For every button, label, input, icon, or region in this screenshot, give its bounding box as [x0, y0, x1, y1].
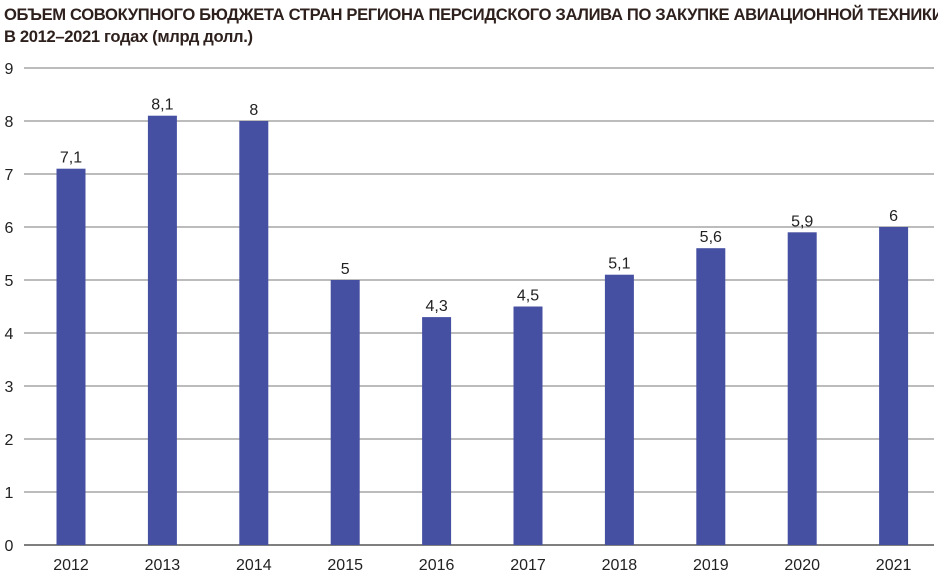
- data-label-2016: 4,3: [425, 298, 447, 315]
- y-axis-ticks: 0 1 2 3 4 5 6 7 8 9: [5, 61, 14, 555]
- x-tick-label: 2018: [602, 557, 638, 574]
- bar-2017: [513, 306, 543, 545]
- data-label-2012: 7,1: [60, 150, 82, 167]
- bar-2016: [422, 317, 452, 545]
- y-tick-label: 4: [5, 326, 14, 343]
- x-tick-label: 2020: [784, 557, 820, 574]
- y-tick-label: 3: [5, 379, 14, 396]
- x-tick-label: 2015: [327, 557, 363, 574]
- bar-2015: [330, 280, 360, 545]
- y-tick-label: 2: [5, 432, 14, 449]
- data-label-2020: 5,9: [791, 213, 813, 230]
- bar-2013: [147, 115, 177, 545]
- x-tick-label: 2021: [876, 557, 912, 574]
- data-label-2017: 4,5: [517, 288, 539, 305]
- bar-2020: [787, 232, 817, 546]
- x-tick-label: 2019: [693, 557, 729, 574]
- x-axis-ticks: 2012 2013 2014 2015 2016 2017 2018 2019 2020 2021: [53, 557, 911, 574]
- data-label-2018: 5,1: [608, 256, 630, 273]
- x-tick-label: 2017: [510, 557, 546, 574]
- bars: [56, 115, 909, 546]
- x-tick-label: 2013: [145, 557, 181, 574]
- data-label-2019: 5,6: [700, 229, 722, 246]
- x-tick-label: 2012: [53, 557, 89, 574]
- y-tick-label: 1: [5, 485, 14, 502]
- data-label-2015: 5: [341, 261, 350, 278]
- y-tick-label: 7: [5, 167, 14, 184]
- data-labels: 7,1 8,1 8 5 4,3 4,5 5,1 5,6 5,9 6: [60, 97, 898, 315]
- y-tick-label: 0: [5, 538, 14, 555]
- x-tick-label: 2014: [236, 557, 272, 574]
- chart-subtitle: В 2012–2021 годах (млрд долл.): [4, 27, 253, 46]
- data-label-2021: 6: [889, 208, 898, 225]
- bar-2018: [604, 274, 634, 545]
- bar-2012: [56, 168, 86, 545]
- x-tick-label: 2016: [419, 557, 455, 574]
- data-label-2014: 8: [249, 102, 258, 119]
- chart-title: ОБЪЕМ СОВОКУПНОГО БЮДЖЕТА СТРАН РЕГИОНА …: [4, 5, 938, 24]
- y-tick-label: 8: [5, 114, 14, 131]
- data-label-2013: 8,1: [151, 97, 173, 114]
- bar-2019: [696, 248, 726, 545]
- y-tick-label: 5: [5, 273, 14, 290]
- bar-2021: [879, 227, 909, 545]
- chart-title-block: ОБЪЕМ СОВОКУПНОГО БЮДЖЕТА СТРАН РЕГИОНА …: [4, 4, 938, 48]
- y-tick-label: 9: [5, 61, 14, 78]
- bar-2014: [239, 121, 269, 545]
- y-tick-label: 6: [5, 220, 14, 237]
